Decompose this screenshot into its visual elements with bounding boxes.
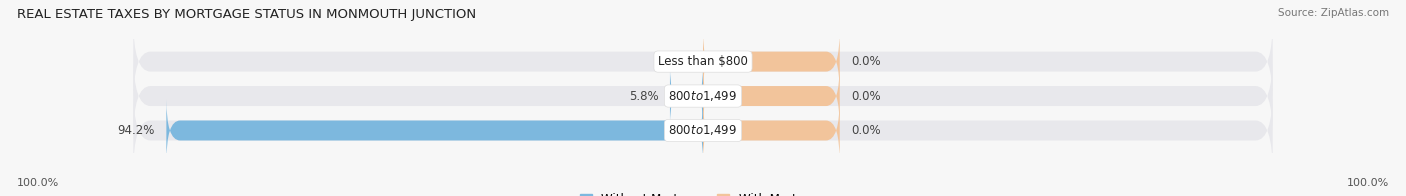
FancyBboxPatch shape bbox=[703, 65, 839, 127]
Text: 0.0%: 0.0% bbox=[851, 124, 880, 137]
Legend: Without Mortgage, With Mortgage: Without Mortgage, With Mortgage bbox=[581, 193, 825, 196]
Text: Source: ZipAtlas.com: Source: ZipAtlas.com bbox=[1278, 8, 1389, 18]
Text: $800 to $1,499: $800 to $1,499 bbox=[668, 89, 738, 103]
Text: REAL ESTATE TAXES BY MORTGAGE STATUS IN MONMOUTH JUNCTION: REAL ESTATE TAXES BY MORTGAGE STATUS IN … bbox=[17, 8, 477, 21]
Text: $800 to $1,499: $800 to $1,499 bbox=[668, 123, 738, 137]
FancyBboxPatch shape bbox=[134, 54, 1272, 138]
FancyBboxPatch shape bbox=[703, 99, 839, 162]
FancyBboxPatch shape bbox=[134, 89, 1272, 172]
Text: 100.0%: 100.0% bbox=[1347, 178, 1389, 188]
Text: 5.8%: 5.8% bbox=[628, 90, 658, 103]
Text: 100.0%: 100.0% bbox=[17, 178, 59, 188]
Text: 94.2%: 94.2% bbox=[118, 124, 155, 137]
FancyBboxPatch shape bbox=[703, 30, 839, 93]
Text: 0.0%: 0.0% bbox=[851, 90, 880, 103]
FancyBboxPatch shape bbox=[166, 99, 703, 162]
FancyBboxPatch shape bbox=[669, 65, 703, 127]
Text: 0.0%: 0.0% bbox=[851, 55, 880, 68]
Text: Less than $800: Less than $800 bbox=[658, 55, 748, 68]
Text: 0.0%: 0.0% bbox=[662, 55, 692, 68]
FancyBboxPatch shape bbox=[134, 20, 1272, 103]
